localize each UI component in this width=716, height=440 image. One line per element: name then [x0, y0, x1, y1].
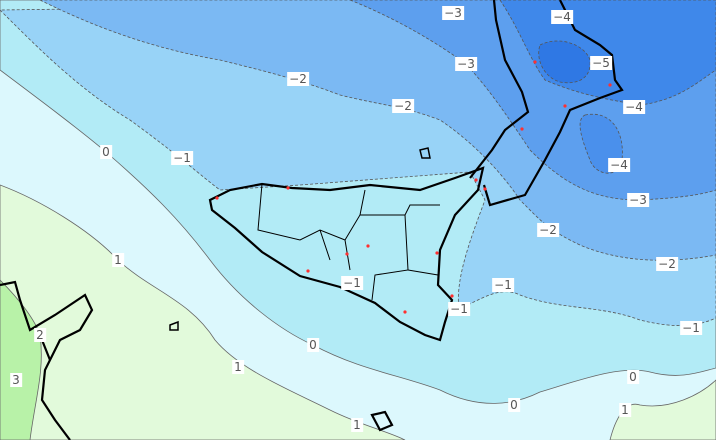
contour-label: −5: [590, 56, 612, 70]
city-marker: [608, 83, 612, 87]
contour-label: 0: [100, 145, 112, 159]
city-marker: [483, 187, 487, 191]
tunisia-coastline: [0, 280, 94, 440]
contour-label: −3: [442, 6, 464, 20]
city-marker: [435, 251, 439, 255]
contour-label: 1: [619, 403, 631, 417]
city-marker: [403, 310, 407, 314]
contour-label: 2: [34, 328, 46, 342]
contour-label: 3: [10, 373, 22, 387]
city-marker: [366, 244, 370, 248]
contour-label: 1: [351, 418, 363, 432]
contour-label: 1: [112, 253, 124, 267]
contour-label: 1: [232, 360, 244, 374]
city-markers: [215, 60, 612, 314]
island-coastline: [169, 147, 431, 331]
contour-label: −4: [608, 158, 630, 172]
city-marker: [450, 294, 454, 298]
contour-label: 0: [307, 338, 319, 352]
band-1-2-east: [609, 379, 716, 440]
calabria-coastline: [469, 0, 624, 207]
city-marker: [474, 178, 478, 182]
city-marker: [306, 269, 310, 273]
city-marker: [520, 127, 524, 131]
contour-label: −2: [287, 72, 309, 86]
contour-label: −1: [492, 278, 514, 292]
contour-label: −3: [455, 57, 477, 71]
city-marker: [345, 252, 349, 256]
sicily-coastline: [208, 166, 485, 342]
contour-label: −1: [171, 151, 193, 165]
contour-label: −2: [537, 223, 559, 237]
band-m5-pocket: [538, 40, 591, 84]
contour-label: −2: [656, 257, 678, 271]
contour-label: −1: [448, 302, 470, 316]
contour-label: −2: [392, 99, 414, 113]
contour-label: −3: [627, 193, 649, 207]
contour-label: −4: [551, 10, 573, 24]
city-marker: [215, 196, 219, 200]
city-marker: [533, 60, 537, 64]
malta-coastline: [370, 410, 394, 432]
city-marker: [286, 186, 290, 190]
contour-label: −1: [341, 276, 363, 290]
contour-label: 0: [508, 398, 520, 412]
contour-label: −1: [680, 321, 702, 335]
contour-label: 0: [627, 370, 639, 384]
city-marker: [563, 104, 567, 108]
contour-label: −4: [623, 100, 645, 114]
